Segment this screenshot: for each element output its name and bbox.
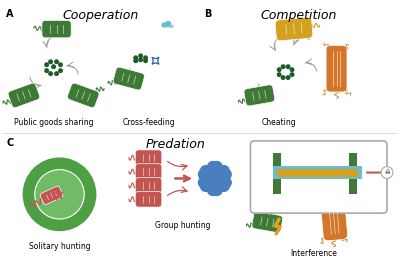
Circle shape <box>54 59 59 64</box>
FancyBboxPatch shape <box>252 211 283 233</box>
Text: B: B <box>204 9 211 19</box>
FancyBboxPatch shape <box>320 188 348 241</box>
Bar <box>273 166 362 179</box>
Circle shape <box>58 62 63 67</box>
FancyBboxPatch shape <box>135 192 162 207</box>
Circle shape <box>212 167 224 179</box>
Circle shape <box>133 58 138 63</box>
Circle shape <box>133 55 138 60</box>
Circle shape <box>290 72 294 77</box>
FancyBboxPatch shape <box>135 178 162 193</box>
Circle shape <box>210 168 220 177</box>
FancyBboxPatch shape <box>8 83 40 108</box>
Circle shape <box>35 170 84 219</box>
FancyBboxPatch shape <box>42 20 71 38</box>
Circle shape <box>281 64 286 69</box>
Circle shape <box>215 173 227 184</box>
Circle shape <box>218 180 230 192</box>
Bar <box>349 153 357 194</box>
Circle shape <box>277 72 282 77</box>
Circle shape <box>203 173 215 184</box>
Circle shape <box>48 59 53 64</box>
Circle shape <box>22 157 97 232</box>
Bar <box>273 153 281 194</box>
FancyBboxPatch shape <box>250 141 387 213</box>
Circle shape <box>54 71 59 76</box>
Circle shape <box>143 58 148 63</box>
Circle shape <box>286 64 290 69</box>
Text: Competition: Competition <box>261 9 337 22</box>
Circle shape <box>220 168 232 180</box>
Circle shape <box>281 75 286 80</box>
Text: Group hunting: Group hunting <box>156 221 211 230</box>
FancyBboxPatch shape <box>244 85 275 106</box>
Circle shape <box>209 173 221 184</box>
Circle shape <box>207 184 219 196</box>
Text: Cooperation: Cooperation <box>63 9 139 22</box>
Text: ☠: ☠ <box>384 170 390 175</box>
Circle shape <box>210 179 220 189</box>
Circle shape <box>44 62 49 67</box>
FancyBboxPatch shape <box>68 83 99 108</box>
Text: Solitary hunting: Solitary hunting <box>29 242 90 251</box>
Bar <box>277 169 358 177</box>
Circle shape <box>277 67 282 72</box>
FancyBboxPatch shape <box>113 67 144 90</box>
Text: Cheating: Cheating <box>262 118 296 127</box>
Circle shape <box>143 55 148 60</box>
Circle shape <box>48 71 53 76</box>
Circle shape <box>381 167 393 178</box>
Text: Public goods sharing: Public goods sharing <box>14 118 93 127</box>
Circle shape <box>220 177 232 188</box>
Circle shape <box>206 178 218 190</box>
Circle shape <box>212 178 224 190</box>
Circle shape <box>218 165 230 177</box>
FancyBboxPatch shape <box>135 164 162 179</box>
Circle shape <box>211 161 223 173</box>
Text: Cross-feeding: Cross-feeding <box>122 118 175 127</box>
Circle shape <box>207 161 219 173</box>
Circle shape <box>198 177 210 188</box>
Circle shape <box>200 165 212 177</box>
FancyBboxPatch shape <box>40 186 63 205</box>
Text: Interference: Interference <box>290 249 337 258</box>
FancyBboxPatch shape <box>326 45 347 92</box>
Circle shape <box>200 180 212 192</box>
Text: C: C <box>6 138 13 148</box>
Circle shape <box>206 167 218 179</box>
FancyBboxPatch shape <box>275 18 313 41</box>
Circle shape <box>51 64 56 69</box>
Text: Predation: Predation <box>146 138 205 151</box>
Circle shape <box>211 184 223 196</box>
Circle shape <box>44 68 49 73</box>
Circle shape <box>138 53 143 58</box>
Circle shape <box>138 57 143 62</box>
Circle shape <box>286 75 290 80</box>
FancyBboxPatch shape <box>135 150 162 166</box>
Circle shape <box>290 67 294 72</box>
Text: A: A <box>6 9 14 19</box>
Circle shape <box>198 168 210 180</box>
Circle shape <box>58 68 63 73</box>
